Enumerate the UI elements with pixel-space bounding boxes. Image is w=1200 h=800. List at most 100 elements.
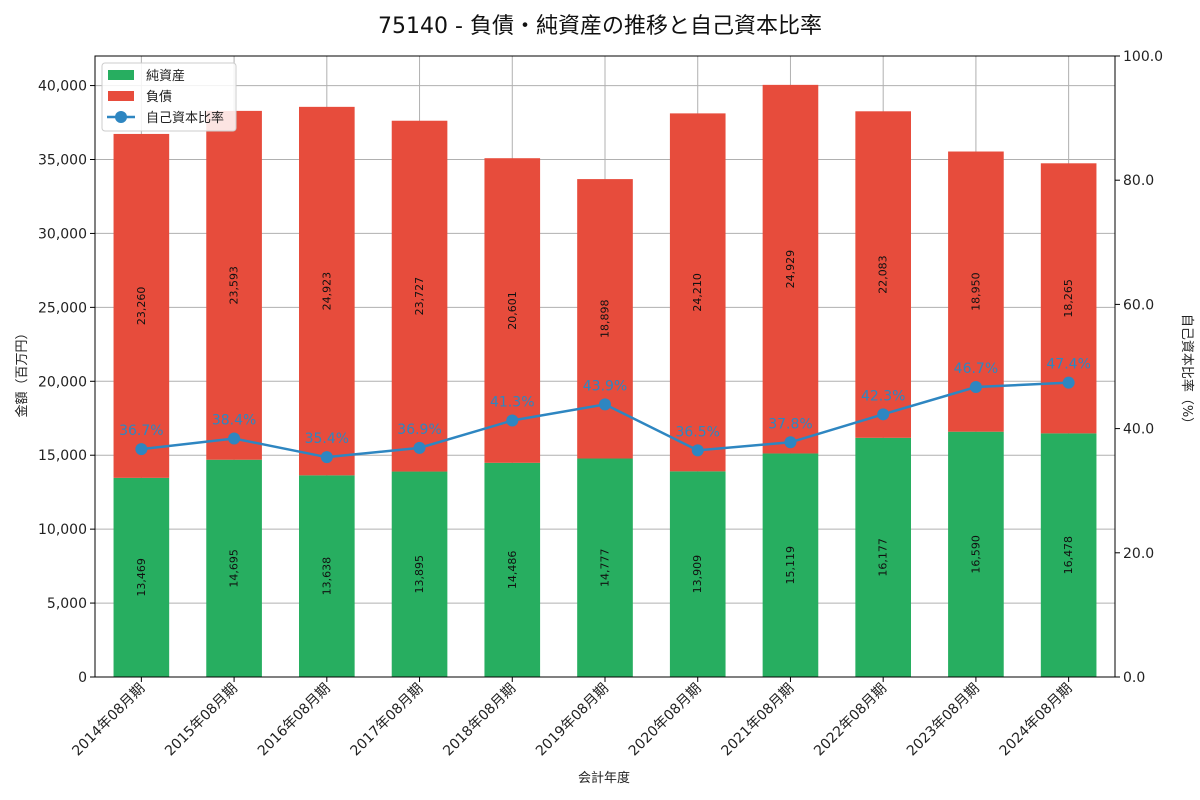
ratio-point — [413, 441, 426, 454]
ratio-label: 46.7% — [954, 361, 998, 377]
ratio-label: 47.4% — [1046, 357, 1090, 373]
bar-label-liabilities: 22,083 — [877, 255, 890, 294]
bar-net-assets — [948, 431, 1004, 677]
x-tick-label: 2024年08月期 — [997, 681, 1076, 760]
bar-net-assets — [484, 462, 541, 677]
x-tick-label: 2019年08月期 — [533, 681, 612, 760]
bar-net-assets — [669, 471, 726, 677]
ratio-label: 38.4% — [212, 413, 256, 429]
y2-tick-label: 80.0 — [1123, 173, 1154, 189]
x-tick-label: 2016年08月期 — [255, 681, 334, 760]
x-tick-label: 2018年08月期 — [440, 681, 519, 760]
legend-label-ratio: 自己資本比率 — [146, 110, 224, 126]
bar-label-net-assets: 15,119 — [784, 546, 797, 585]
bar-label-liabilities: 24,923 — [320, 272, 333, 311]
bar-label-net-assets: 14,486 — [506, 551, 519, 590]
x-tick-label: 2014年08月期 — [69, 681, 148, 760]
bar-net-assets — [113, 477, 170, 677]
y-tick-label: 10,000 — [38, 522, 87, 538]
bar-liabilities — [113, 133, 170, 478]
y-tick-label: 15,000 — [38, 448, 87, 464]
y-tick-label: 30,000 — [38, 226, 87, 242]
ratio-label: 41.3% — [490, 395, 534, 411]
bar-net-assets — [206, 459, 262, 677]
bar-label-net-assets: 13,895 — [413, 555, 426, 594]
ratio-label: 35.4% — [305, 431, 349, 447]
ratio-point — [969, 380, 982, 393]
bar-label-liabilities: 20,601 — [506, 291, 519, 330]
y2-tick-label: 60.0 — [1123, 297, 1154, 313]
y-tick-label: 5,000 — [47, 596, 87, 612]
bar-net-assets — [391, 471, 448, 677]
bar-liabilities — [391, 120, 448, 472]
bar-label-liabilities: 18,898 — [599, 300, 612, 339]
bar-liabilities — [577, 179, 633, 459]
y-tick-label: 25,000 — [38, 300, 87, 316]
ratio-line: 36.7% 38.4% 35.4% 36.9% 41.3% 43.9% 36.5% 37.8%… — [119, 357, 1091, 464]
bar-net-assets — [577, 458, 633, 677]
bar-liabilities — [484, 158, 541, 463]
bar-liabilities — [299, 106, 355, 476]
bar-liabilities — [206, 110, 262, 460]
bar-net-assets — [299, 475, 355, 677]
y2-axis-label: 自己資本比率（%） — [1179, 314, 1195, 430]
legend-swatch-liabilities — [108, 91, 134, 101]
ratio-label: 42.3% — [861, 388, 905, 404]
bar-label-liabilities: 18,950 — [969, 272, 982, 311]
legend-box — [101, 62, 237, 132]
bar-label-net-assets: 16,177 — [877, 538, 890, 577]
bar-label-net-assets: 16,590 — [969, 535, 982, 574]
y-tick-label: 40,000 — [38, 79, 87, 95]
ratio-point — [135, 443, 148, 456]
bar-liabilities — [762, 84, 819, 454]
x-tick-label: 2023年08月期 — [904, 681, 983, 760]
ratio-label: 36.5% — [675, 424, 719, 440]
bars: 13,469 23,260 14,695 23,593 13,638 24,923 13,8… — [113, 84, 1097, 677]
x-tick-label: 2015年08月期 — [162, 681, 241, 760]
legend-swatch-ratio-point — [115, 111, 127, 123]
ratio-label: 36.9% — [397, 422, 441, 438]
bar-label-net-assets: 13,469 — [135, 558, 148, 597]
bar-label-net-assets: 13,638 — [320, 557, 333, 596]
x-tick-label: 2022年08月期 — [811, 681, 890, 760]
ratio-point — [1062, 376, 1075, 389]
y2-tick-label: 40.0 — [1123, 422, 1154, 438]
ratio-point — [784, 436, 797, 449]
ratio-point — [506, 414, 519, 427]
bar-label-liabilities: 18,265 — [1062, 279, 1075, 318]
ratio-label: 37.8% — [768, 416, 812, 432]
bar-label-net-assets: 16,478 — [1062, 536, 1075, 575]
y-tick-label: 20,000 — [38, 374, 87, 390]
y2-tick-label: 20.0 — [1123, 546, 1154, 562]
bar-label-liabilities: 23,727 — [413, 277, 426, 316]
ratio-label: 36.7% — [119, 423, 163, 439]
bar-liabilities — [669, 113, 726, 472]
y-tick-label: 0 — [78, 670, 87, 686]
bar-net-assets — [1040, 433, 1097, 677]
legend-label-liabilities: 負債 — [146, 90, 172, 105]
bar-liabilities — [855, 111, 911, 438]
x-tick-label: 2021年08月期 — [718, 681, 797, 760]
legend-label-net-assets: 純資産 — [146, 68, 185, 84]
bar-label-liabilities: 23,260 — [135, 287, 148, 326]
bar-net-assets — [855, 437, 911, 677]
bar-net-assets — [762, 453, 819, 677]
y2-tick-label: 0.0 — [1123, 670, 1145, 686]
y2-tick-label: 100.0 — [1123, 49, 1163, 65]
bar-label-liabilities: 24,929 — [784, 250, 797, 289]
bar-label-liabilities: 24,210 — [691, 273, 704, 312]
ratio-point — [599, 398, 611, 411]
bar-label-net-assets: 14,695 — [228, 549, 241, 588]
ratio-label: 43.9% — [583, 378, 627, 394]
chart-title: 75140 - 負債・純資産の推移と自己資本比率 — [378, 14, 822, 39]
bar-label-liabilities: 23,593 — [228, 266, 241, 305]
x-axis-label: 会計年度 — [578, 770, 630, 786]
y-tick-label: 35,000 — [38, 153, 87, 169]
ratio-point — [691, 444, 704, 457]
bar-label-net-assets: 14,777 — [599, 549, 612, 588]
ratio-point — [320, 451, 333, 464]
legend-swatch-net-assets — [108, 70, 134, 80]
ratio-point — [228, 432, 241, 445]
